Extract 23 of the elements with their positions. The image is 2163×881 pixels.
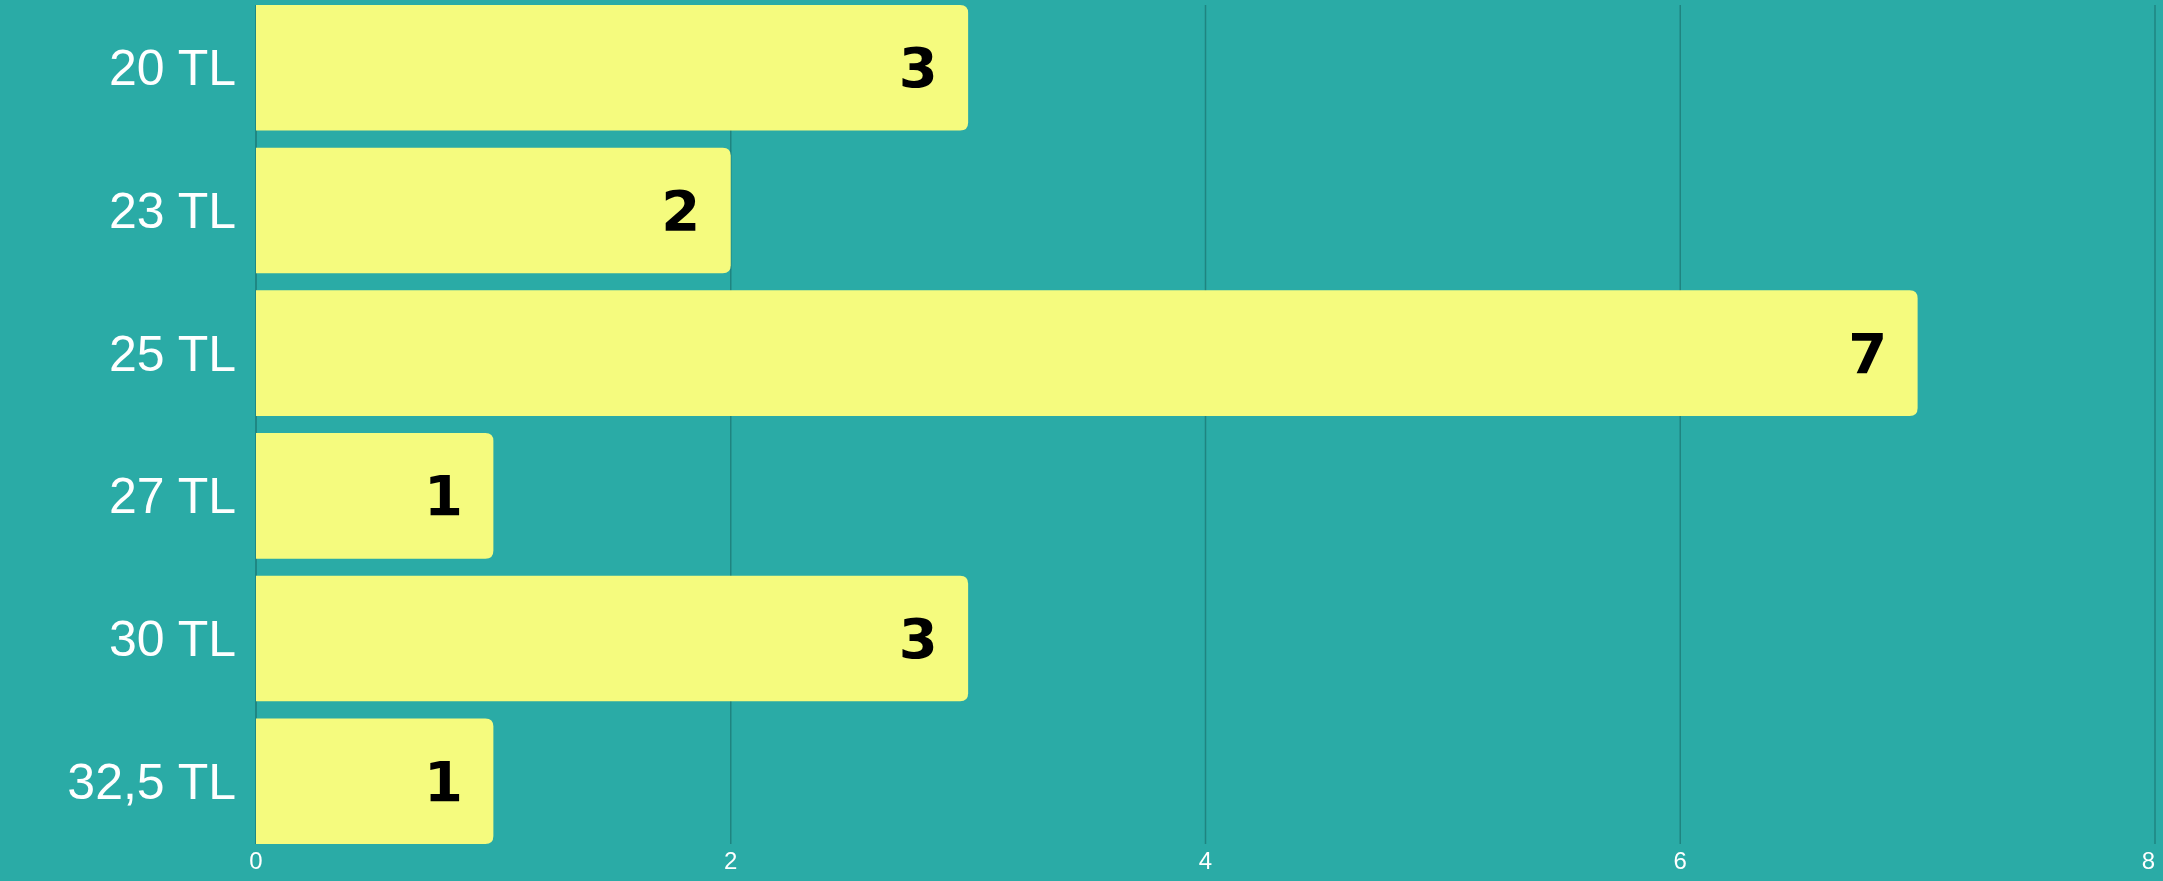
y-tick-label: 32,5 TL (67, 753, 236, 810)
data-label: 2 (661, 178, 701, 244)
bar (256, 433, 494, 559)
x-tick-label: 4 (1198, 847, 1213, 874)
data-label: 7 (1848, 320, 1888, 386)
y-tick-label: 25 TL (109, 325, 236, 382)
data-label: 1 (423, 748, 463, 814)
bar (256, 718, 494, 844)
data-label: 3 (898, 606, 938, 672)
data-label: 1 (423, 463, 463, 529)
x-tick-label: 2 (724, 847, 738, 874)
data-label: 3 (898, 35, 938, 101)
y-tick-label: 30 TL (109, 611, 236, 668)
y-tick-label: 20 TL (109, 40, 236, 97)
x-tick-label: 6 (1673, 847, 1687, 874)
bar (256, 147, 731, 274)
x-tick-label: 8 (2141, 847, 2155, 874)
y-tick-label: 27 TL (109, 468, 236, 525)
bar (256, 290, 1918, 416)
bar (256, 575, 969, 702)
y-tick-label: 23 TL (109, 182, 236, 239)
bar (256, 5, 969, 131)
x-tick-label: 0 (249, 847, 263, 874)
